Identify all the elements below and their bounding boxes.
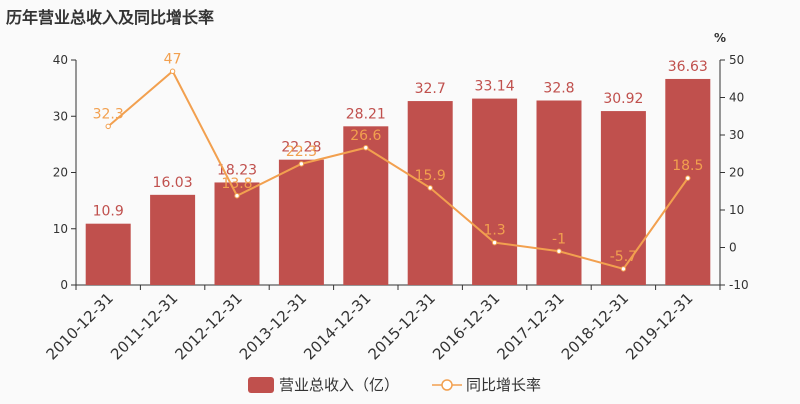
line-point (298, 161, 305, 167)
line-point (427, 185, 433, 191)
y-left-tick-label: 20 (53, 166, 68, 180)
bar-series (85, 78, 711, 286)
y-left-tick-label: 10 (53, 222, 68, 236)
line-value-label: 15.9 (415, 168, 446, 184)
bar-value-label: 22.28 (281, 140, 321, 156)
line-value-label: -5.7 (610, 249, 637, 265)
growth-line (107, 69, 689, 271)
y-left-tick-label: 0 (60, 278, 68, 292)
line-point (169, 68, 176, 74)
y-right-tick-label: 40 (729, 91, 744, 105)
x-tick-label: 2015-12-31 (365, 289, 439, 363)
bar-value-label: 32.8 (543, 81, 574, 97)
line-point (491, 239, 498, 246)
x-tick-label: 2019-12-31 (622, 289, 696, 363)
x-tick-label: 2018-12-31 (558, 289, 632, 363)
bar-value-label: 30.92 (603, 91, 643, 107)
bar (665, 78, 711, 285)
bar-value-label: 36.63 (668, 59, 708, 75)
line-point (363, 145, 369, 151)
x-tick-label: 2017-12-31 (493, 289, 567, 363)
y-right-tick-label: 50 (729, 53, 744, 67)
line-value-label: 22.3 (286, 144, 317, 160)
legend-line-marker (441, 379, 453, 391)
bar-value-label: 16.03 (153, 175, 193, 191)
chart-title: 历年营业总收入及同比增长率 (6, 8, 215, 27)
bar (278, 159, 324, 285)
x-tick-label: 2012-12-31 (171, 289, 245, 363)
bar-value-label: 33.14 (475, 79, 515, 95)
y-right-unit-label: % (714, 31, 726, 45)
line-value-label: 13.8 (221, 176, 252, 192)
bar-value-label: 10.9 (93, 204, 124, 220)
bar-value-label: 32.7 (415, 81, 446, 97)
bar (343, 126, 389, 285)
line-point (556, 248, 562, 254)
x-tick-label: 2016-12-31 (429, 289, 503, 363)
line-point (234, 193, 240, 199)
line-value-label: 47 (164, 51, 182, 67)
y-left-tick-label: 30 (53, 109, 68, 123)
line-value-label: 1.3 (483, 223, 505, 239)
line-labels-layer: 32.3 47 13.8 22.3 26.6 15.9 1.3 -1 -5.7 18.5 (93, 51, 704, 265)
x-tick-label: 2010-12-31 (43, 289, 117, 363)
y-right-tick-label: -10 (729, 278, 749, 292)
x-tick-label: 2013-12-31 (236, 289, 310, 363)
bar-value-label: 28.21 (346, 106, 386, 122)
legend: 营业总收入（亿） 同比增长率 (248, 376, 541, 394)
y-right-tick-label: 20 (729, 166, 744, 180)
line-point (620, 266, 627, 272)
legend-bar-label: 营业总收入（亿） (279, 376, 399, 394)
line-value-label: 32.3 (93, 106, 124, 122)
x-tick-label: 2011-12-31 (107, 289, 181, 363)
legend-bar-swatch (248, 377, 274, 393)
bar (150, 194, 196, 285)
line-value-label: 26.6 (350, 128, 381, 144)
line-point (105, 123, 111, 130)
line-value-label: 18.5 (672, 158, 703, 174)
line-value-label: -1 (552, 231, 566, 247)
bar (214, 182, 260, 285)
x-tick-label: 2014-12-31 (300, 289, 374, 363)
y-right-tick-label: 10 (729, 203, 744, 217)
line-point (685, 175, 691, 181)
bar (600, 111, 646, 285)
legend-line-label: 同比增长率 (466, 376, 541, 394)
bar (472, 98, 518, 286)
bar (85, 223, 131, 285)
y-right-tick-label: 0 (729, 241, 737, 255)
bar (536, 100, 582, 285)
line-series (105, 68, 691, 272)
y-left-tick-label: 40 (53, 53, 68, 67)
bar (407, 101, 453, 285)
y-right-tick-label: 30 (729, 128, 744, 142)
